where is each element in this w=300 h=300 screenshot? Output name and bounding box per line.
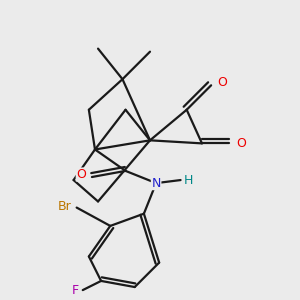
Text: F: F xyxy=(72,284,79,297)
Text: O: O xyxy=(76,168,86,181)
Text: O: O xyxy=(217,76,227,89)
Text: N: N xyxy=(152,177,161,190)
Text: H: H xyxy=(184,174,193,187)
Text: O: O xyxy=(236,137,246,150)
Text: Br: Br xyxy=(58,200,72,212)
